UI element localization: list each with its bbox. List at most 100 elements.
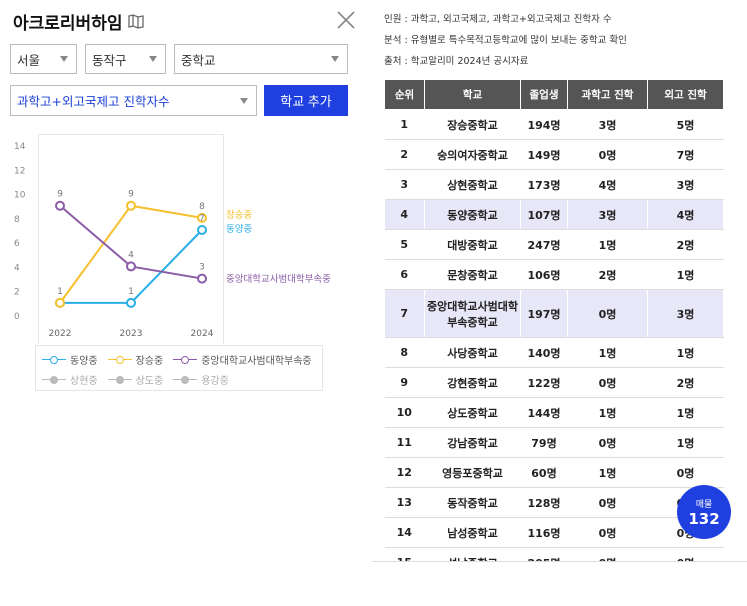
cell-science: 1명 [567,397,648,428]
cell-school: 숭의여자중학교 [424,139,521,170]
cell-graduates: 116명 [520,517,568,548]
table-row[interactable]: 2 숭의여자중학교 149명 0명 7명 [384,139,724,170]
add-school-button[interactable]: 학교 추가 [264,85,348,116]
listings-label: 매물 [695,499,713,510]
cell-science: 0명 [567,289,648,338]
cell-foreign: 1명 [647,427,724,458]
district-select-value: 동작구 [92,52,127,68]
cell-science: 0명 [567,547,648,561]
close-button[interactable] [336,10,356,30]
cell-graduates: 140명 [520,337,568,368]
table-row[interactable]: 9 강현중학교 122명 0명 2명 [384,367,724,398]
y-tick-label: 0 [14,312,20,322]
cell-graduates: 106명 [520,259,568,290]
district-select[interactable]: 동작구 [85,44,166,74]
cell-school: 남성중학교 [424,517,521,548]
cell-science: 2명 [567,259,648,290]
y-tick-label: 14 [14,142,26,152]
table-row[interactable]: 15성남중학교205명0명0명 [384,547,724,561]
metric-select[interactable]: 과학고+외고국제고 진학자수 [10,85,257,116]
cell-graduates: 149명 [520,139,568,170]
table-row[interactable]: 14 남성중학교 116명 0명 0명 [384,517,724,548]
column-header-foreign: 외고 진학 [647,79,724,110]
cell-foreign: 3명 [647,169,724,200]
data-label: 8 [199,202,205,212]
x-tick-label: 2022 [49,329,72,339]
table-row[interactable]: 6 문창중학교 106명 2명 1명 [384,259,724,290]
listings-count: 132 [688,509,720,528]
cell-rank: 2 [384,139,425,170]
table-row[interactable]: 11 강남중학교 79명 0명 1명 [384,427,724,458]
column-header-science: 과학고 진학 [567,79,648,110]
map-icon[interactable] [128,14,145,29]
cell-science: 0명 [567,487,648,518]
cell-graduates: 128명 [520,487,568,518]
map-panel: 아크로리버하임 서울 동작구 중학교 과학고+외고국제고 진학자수 학교 추가 … [0,0,372,606]
cell-foreign: 2명 [647,229,724,260]
legend-item[interactable]: 상현중 [42,372,98,387]
legend-item[interactable]: 상도중 [107,372,164,387]
table-row[interactable]: 12 영등포중학교 60명 1명 0명 [384,457,724,488]
data-point [197,212,207,223]
cell-school: 장승중학교 [424,109,521,140]
school-type-select[interactable]: 중학교 [174,44,348,74]
table-row[interactable]: 7 중앙대학교사범대학부속중학교 197명 0명 3명 [384,289,724,338]
close-icon [337,11,355,29]
cell-rank: 1 [384,109,425,140]
cell-foreign: 5명 [647,109,724,140]
legend-marker-icon [107,375,132,385]
table-row[interactable]: 8 사당중학교 140명 1명 1명 [384,337,724,368]
region-select[interactable]: 서울 [10,44,77,74]
y-tick-label: 8 [14,215,20,225]
line-chart: 0 2 4 6 8 10 12 14 2022 2023 2024 9 1 9 4 1 7 8 3 동양중 장승중중앙대… [14,142,331,339]
ranking-table-container[interactable]: 순위 학교 졸업생 과학고 진학 외고 진학 1 장승중학교 194명 3명 5명 2 숭의… [384,79,735,561]
table-row[interactable]: 5 대방중학교 247명 1명 2명 [384,229,724,260]
cell-graduates: 107명 [520,199,568,230]
info-line-analysis: 분석 : 유형별로 특수목적고등학교에 많이 보내는 중학교 확인 [384,35,627,46]
page-title: 아크로리버하임 [13,9,145,34]
data-label: 1 [57,287,63,297]
table-row[interactable]: 1 장승중학교 194명 3명 5명 [384,109,724,140]
table-header-row: 순위 학교 졸업생 과학고 진학 외고 진학 [384,79,724,110]
y-tick-label: 12 [14,166,25,176]
legend-item[interactable]: 장승중 [107,352,163,367]
cell-school: 성남중학교 [424,547,521,561]
series-name-label: 장승중 [226,210,252,221]
legend-marker-icon [42,355,66,365]
data-point [197,225,207,235]
cell-foreign: 2명 [647,367,724,398]
legend-label: 용강중 [201,376,229,387]
legend-item[interactable]: 용강중 [173,372,229,387]
table-row[interactable]: 10 상도중학교 144명 1명 1명 [384,397,724,428]
listings-badge-button[interactable]: 매물 132 [677,485,731,539]
y-tick-label: 4 [14,263,20,273]
cell-rank: 8 [384,337,425,368]
data-point [197,273,207,284]
legend-marker-icon [107,355,132,365]
column-header-graduates: 졸업생 [520,79,568,110]
cell-graduates: 144명 [520,397,568,428]
chart-frame [38,134,224,344]
cell-foreign: 0명 [647,457,724,488]
chevron-down-icon [60,56,68,62]
data-point [126,261,136,272]
legend-item[interactable]: 동양중 [42,352,98,367]
table-row[interactable]: 13동작중학교128명0명0명 [384,487,724,518]
legend-item[interactable]: 중앙대학교사범대학부속중 [173,352,312,367]
cell-school: 대방중학교 [424,229,521,260]
cell-school: 동양중학교 [424,199,521,230]
cell-rank: 5 [384,229,425,260]
info-line-source: 출처 : 학교알리미 2024년 공시자료 [384,56,529,67]
cell-school: 영등포중학교 [424,457,521,488]
legend-active-row: 동양중 장승중 중앙대학교사범대학부속중 [42,352,312,367]
table-row[interactable]: 3 상현중학교 173명 4명 3명 [384,169,724,200]
cell-rank: 9 [384,367,425,398]
data-label: 7 [199,214,205,224]
cell-graduates: 197명 [520,289,568,338]
y-tick-label: 2 [14,288,20,298]
cell-foreign: 0명 [647,547,724,561]
chevron-down-icon [240,98,248,104]
table-row[interactable]: 4 동양중학교 107명 3명 4명 [384,199,724,230]
info-line-count: 인원 : 과학고, 외고국제고, 과학고+외고국제고 진학자 수 [384,14,612,25]
legend-label: 상도중 [135,376,164,387]
